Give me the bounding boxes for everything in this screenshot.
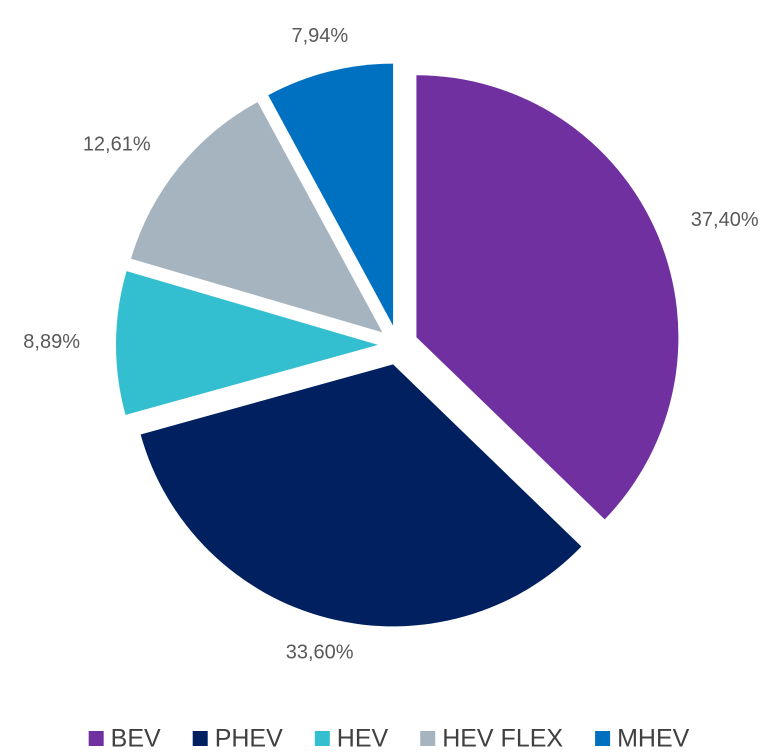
legend-swatch (192, 731, 208, 746)
legend-swatch (595, 731, 611, 746)
legend-swatch (314, 731, 330, 746)
data-label: 8,89% (23, 331, 80, 353)
legend-swatch (88, 731, 104, 746)
legend-label: MHEV (617, 725, 690, 753)
pie-slice (131, 102, 383, 333)
data-label: 33,60% (286, 641, 354, 663)
pie-slice (116, 271, 379, 415)
pie-slice (140, 364, 582, 627)
pie-slice (416, 75, 679, 520)
legend-swatch (420, 731, 436, 746)
data-label: 12,61% (83, 133, 151, 155)
data-label: 7,94% (291, 25, 348, 47)
pie-slice (268, 63, 394, 326)
data-label: 37,40% (691, 209, 759, 231)
legend-label: HEV (337, 725, 389, 753)
legend-label: HEV FLEX (442, 725, 563, 753)
legend-label: BEV (111, 725, 161, 753)
legend-label: PHEV (215, 725, 283, 753)
